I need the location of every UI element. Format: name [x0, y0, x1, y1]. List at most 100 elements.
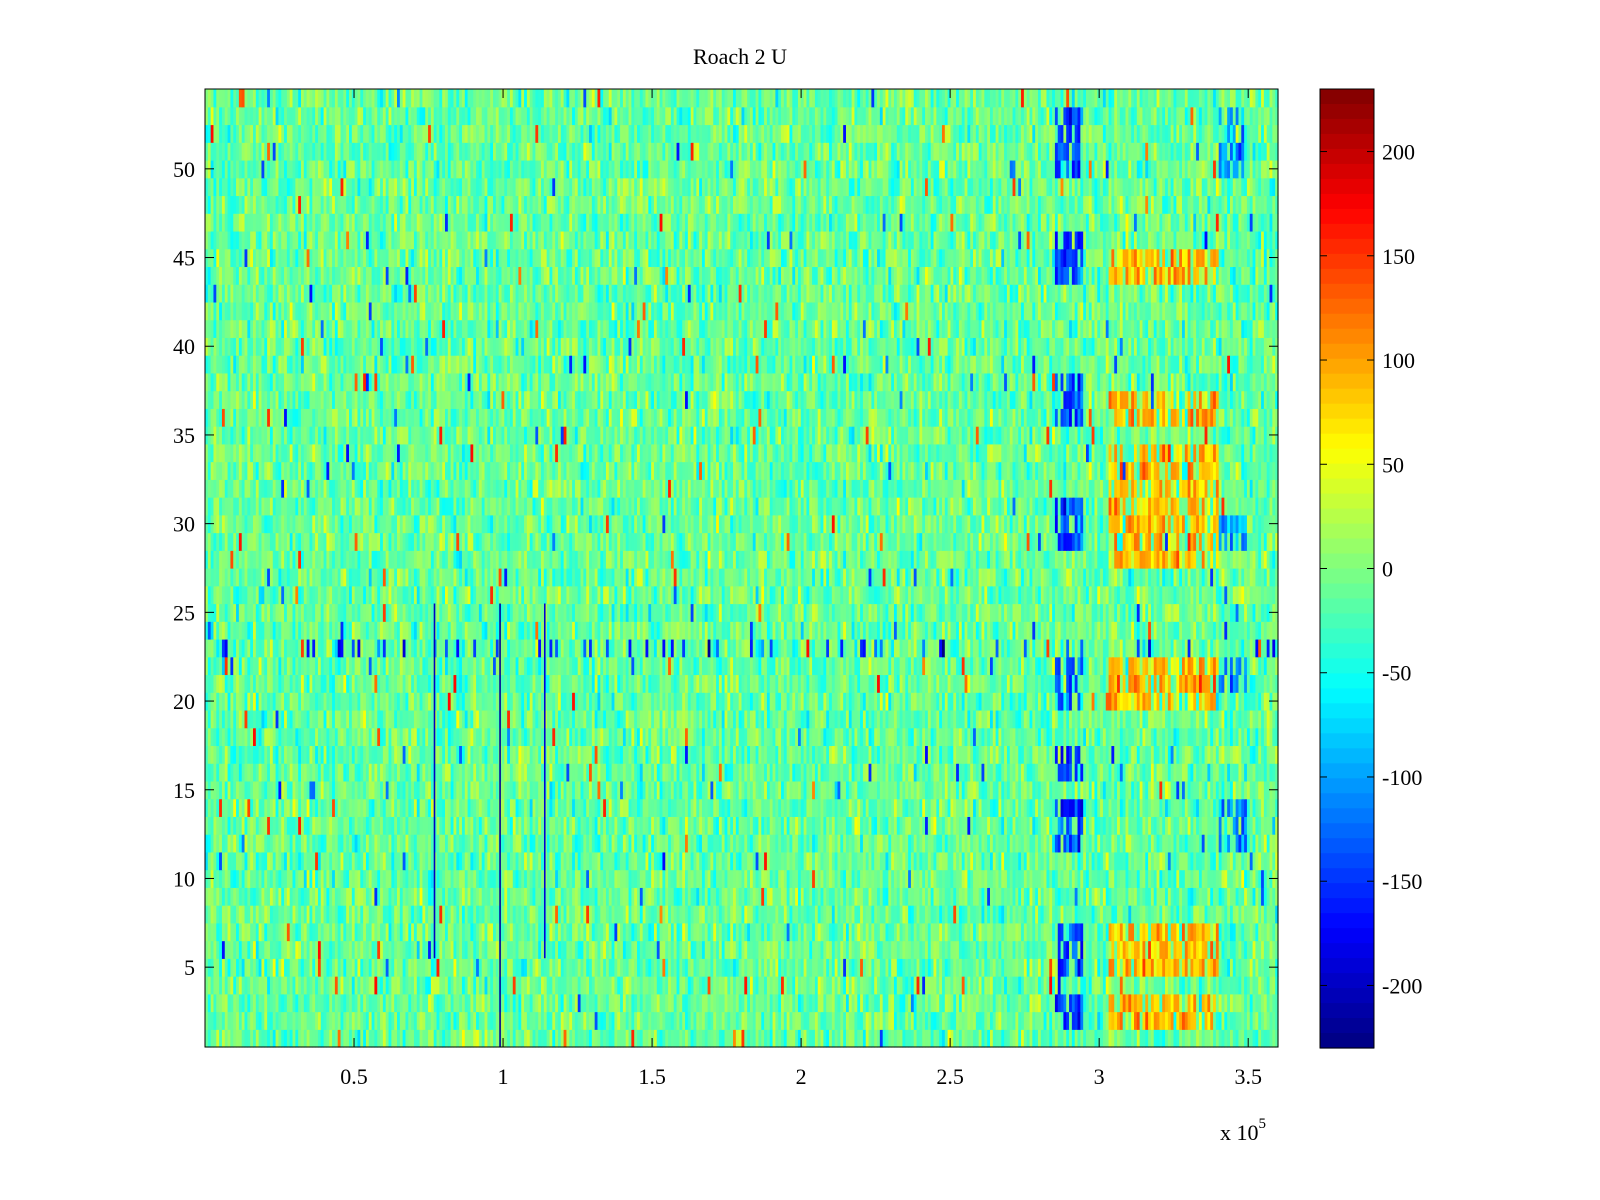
- heatmap-cell: [247, 993, 251, 1013]
- heatmap-cell: [340, 1011, 344, 1030]
- heatmap-cell: [535, 993, 539, 1013]
- heatmap-cell: [236, 993, 240, 1013]
- heatmap-cell: [936, 958, 940, 977]
- heatmap-cell: [614, 958, 618, 977]
- heatmap-cell: [413, 1029, 418, 1048]
- heatmap-cell: [933, 1011, 937, 1030]
- heatmap-cell: [569, 976, 573, 995]
- heatmap-cell: [865, 958, 870, 977]
- heatmap-cell: [1105, 1029, 1110, 1048]
- heatmap-cell: [377, 940, 381, 959]
- heatmap-cell: [1117, 958, 1121, 977]
- heatmap-cell: [1117, 1011, 1121, 1030]
- heatmap-cell: [710, 993, 714, 1013]
- heatmap-cell: [317, 958, 322, 977]
- heatmap-cell: [221, 958, 226, 977]
- heatmap-cell: [862, 1011, 867, 1030]
- heatmap-cell: [1170, 1029, 1175, 1048]
- heatmap-cell: [868, 940, 872, 959]
- heatmap-cell: [860, 1029, 864, 1048]
- heatmap-cell: [710, 1029, 714, 1048]
- heatmap-cell: [261, 1011, 265, 1030]
- heatmap-cell: [380, 1011, 384, 1030]
- heatmap-cell: [659, 1011, 664, 1030]
- heatmap-cell: [1139, 1011, 1144, 1030]
- heatmap-cell: [512, 1011, 517, 1030]
- heatmap-cell: [312, 1011, 316, 1030]
- heatmap-cell: [848, 958, 853, 977]
- heatmap-cell: [1176, 1011, 1180, 1030]
- heatmap-cell: [591, 976, 596, 995]
- heatmap-cell: [1128, 993, 1132, 1013]
- heatmap-cell: [566, 993, 570, 1013]
- heatmap-cell: [241, 922, 246, 942]
- heatmap-cell: [1145, 1011, 1149, 1030]
- heatmap-cell: [557, 940, 562, 959]
- heatmap-cell: [1244, 1029, 1248, 1048]
- heatmap-cell: [908, 958, 912, 977]
- heatmap-cell: [213, 1011, 217, 1030]
- heatmap-cell: [411, 976, 415, 995]
- heatmap-cell: [1057, 958, 1062, 977]
- heatmap-cell: [1119, 1011, 1124, 1030]
- heatmap-cell: [882, 1011, 887, 1030]
- heatmap-cell: [397, 976, 401, 995]
- heatmap-cell: [205, 993, 209, 1013]
- heatmap-cell: [549, 1029, 553, 1048]
- heatmap-cell: [933, 940, 937, 959]
- heatmap-cell: [879, 976, 884, 995]
- heatmap-cell: [1224, 993, 1228, 1013]
- heatmap-cell: [916, 940, 920, 959]
- heatmap-cell: [591, 1029, 596, 1048]
- heatmap-cell: [365, 1011, 370, 1030]
- heatmap-cell: [970, 1029, 974, 1048]
- heatmap-cell: [1269, 1029, 1273, 1048]
- heatmap-cell: [724, 1011, 728, 1030]
- heatmap-cell: [1179, 1029, 1183, 1048]
- heatmap-cell: [495, 1011, 500, 1030]
- heatmap-cell: [755, 958, 760, 977]
- heatmap-cell: [1261, 1011, 1265, 1030]
- heatmap-cell: [1085, 993, 1090, 1013]
- heatmap-cell: [332, 922, 336, 942]
- heatmap-cell: [1122, 958, 1127, 977]
- heatmap-cell: [992, 976, 997, 995]
- heatmap-cell: [478, 993, 483, 1013]
- heatmap-cell: [541, 958, 545, 977]
- heatmap-cell: [1204, 1011, 1208, 1030]
- heatmap-cell: [755, 976, 760, 995]
- heatmap-cell: [1148, 958, 1152, 977]
- heatmap-cell: [447, 940, 452, 959]
- heatmap-cell: [382, 1011, 387, 1030]
- heatmap-cell: [967, 1029, 971, 1048]
- heatmap-cell: [668, 940, 672, 959]
- heatmap-cell: [255, 1011, 260, 1030]
- heatmap-cell: [913, 1029, 918, 1048]
- heatmap-cell: [247, 1011, 251, 1030]
- heatmap-cell: [295, 958, 299, 977]
- heatmap-cell: [1232, 993, 1237, 1013]
- heatmap-cell: [207, 922, 212, 942]
- heatmap-cell: [388, 976, 392, 995]
- heatmap-cell: [216, 958, 220, 977]
- heatmap-cell: [349, 940, 353, 959]
- heatmap-cell: [693, 958, 697, 977]
- heatmap-cell: [843, 940, 847, 959]
- heatmap-cell: [1046, 993, 1050, 1013]
- heatmap-cell: [936, 993, 940, 1013]
- heatmap-cell: [1091, 993, 1096, 1013]
- heatmap-cell: [1213, 993, 1217, 1013]
- heatmap-cell: [518, 1011, 522, 1030]
- heatmap-cell: [1108, 1029, 1112, 1048]
- heatmap-cell: [1046, 958, 1050, 977]
- heatmap-cell: [831, 1011, 836, 1030]
- heatmap-cell: [275, 1029, 280, 1048]
- heatmap-cell: [905, 976, 909, 995]
- heatmap-cell: [428, 940, 432, 959]
- heatmap-cell: [456, 958, 460, 977]
- heatmap-cell: [563, 1011, 568, 1030]
- heatmap-cell: [622, 958, 627, 977]
- heatmap-cell: [1179, 940, 1183, 959]
- heatmap-cell: [1131, 940, 1135, 959]
- heatmap-cell: [716, 940, 720, 959]
